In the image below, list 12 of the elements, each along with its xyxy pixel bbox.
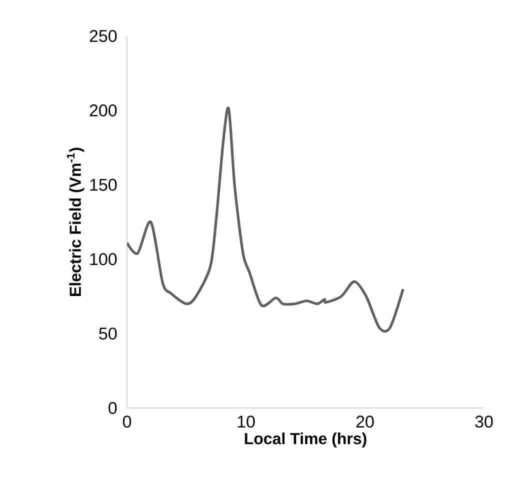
y-tick-label: 150 (90, 178, 117, 191)
x-tick-label: 0 (122, 416, 132, 428)
x-tick-label: 30 (475, 416, 493, 428)
y-axis-title: Electric Field (Vm$^{-1}$) (66, 148, 84, 296)
x-tick-label: 20 (356, 416, 374, 428)
y-tick-label: 0 (108, 402, 117, 414)
y-tick-label: 100 (90, 253, 117, 266)
x-axis-title: Local Time (hrs) (244, 432, 366, 448)
y-tick-label: 250 (90, 30, 117, 42)
x-tick-label: 10 (238, 416, 255, 428)
y-tick-label: 50 (99, 328, 117, 340)
y-tick-label: 200 (90, 104, 117, 116)
